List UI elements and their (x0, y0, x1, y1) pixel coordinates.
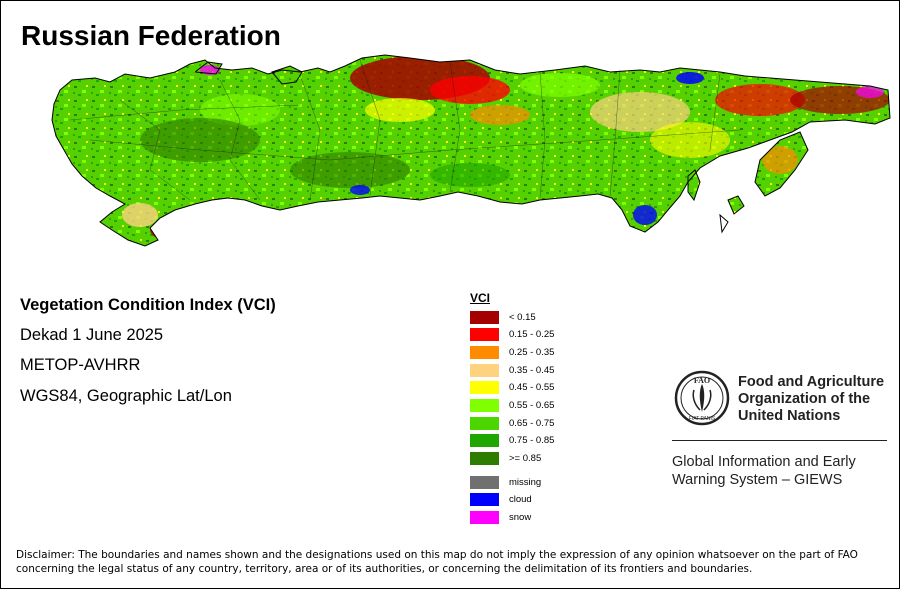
legend-swatch (470, 399, 499, 412)
fao-logo-motto: FIAT PANIS (689, 416, 716, 422)
legend-label: >= 0.85 (509, 453, 542, 465)
legend-row-classes-8: >= 0.85 (470, 452, 541, 466)
fao-logo-letters: FAO (694, 376, 710, 385)
legend-row-classes-2: 0.25 - 0.35 (470, 345, 554, 359)
legend-label: 0.35 - 0.45 (509, 364, 555, 376)
fao-divider (672, 440, 887, 441)
fao-name-line2: Organization of the (738, 391, 871, 407)
legend-row-special-1: cloud (470, 493, 532, 507)
legend-label: 0.25 - 0.35 (509, 346, 555, 358)
legend-label: missing (509, 476, 542, 488)
legend-row-classes-4: 0.45 - 0.55 (470, 381, 554, 395)
projection-label: WGS84, Geographic Lat/Lon (20, 387, 232, 405)
index-name: Vegetation Condition Index (VCI) (20, 296, 276, 314)
legend-label: cloud (509, 494, 532, 506)
legend-label: 0.65 - 0.75 (509, 417, 555, 429)
legend-swatch (470, 363, 499, 377)
legend-swatch (470, 434, 499, 448)
fao-logo-icon: FAO FIAT PANIS (674, 370, 730, 426)
legend-swatch (470, 381, 499, 395)
legend-row-classes-3: 0.35 - 0.45 (470, 363, 554, 377)
legend-label: 0.15 - 0.25 (509, 329, 555, 341)
legend-row-classes-0: < 0.15 (470, 310, 536, 324)
legend-row-classes-7: 0.75 - 0.85 (470, 434, 554, 448)
map-title: Russian Federation (21, 20, 281, 51)
legend-label: 0.55 - 0.65 (509, 400, 555, 411)
giews-line2: Warning System – GIEWS (672, 472, 843, 488)
legend-label: < 0.15 (509, 311, 536, 323)
giews-line1: Global Information and Early (672, 454, 856, 470)
legend-row-classes-6: 0.65 - 0.75 (470, 416, 554, 430)
legend-swatch (470, 452, 499, 466)
legend-swatch (470, 345, 499, 359)
giews-name: Global Information and Early Warning Sys… (672, 453, 856, 489)
legend-label: 0.45 - 0.55 (509, 382, 555, 394)
legend-row-special-0: missing (470, 475, 541, 489)
disclaimer: Disclaimer: The boundaries and names sho… (16, 549, 858, 575)
legend-title: VCI (470, 291, 491, 305)
legend-swatch (470, 328, 499, 342)
fao-name: Food and Agriculture Organization of the… (738, 374, 884, 425)
legend-swatch (470, 510, 499, 524)
legend-row-classes-1: 0.15 - 0.25 (470, 328, 554, 342)
fao-name-line1: Food and Agriculture (738, 374, 885, 390)
legend-swatch (470, 416, 499, 430)
legend-row-classes-5: 0.55 - 0.65 (470, 399, 554, 413)
legend-label: 0.75 - 0.85 (509, 435, 555, 447)
legend-label: snow (509, 511, 532, 523)
legend-swatch (470, 493, 499, 507)
sensor-label: METOP-AVHRR (20, 356, 141, 374)
legend-swatch (470, 475, 499, 489)
legend-row-special-2: snow (470, 510, 531, 524)
vci-map (51, 54, 891, 247)
fao-name-line3: United Nations (738, 408, 841, 424)
legend-swatch (470, 310, 499, 324)
period-label: Dekad 1 June 2025 (20, 326, 164, 344)
